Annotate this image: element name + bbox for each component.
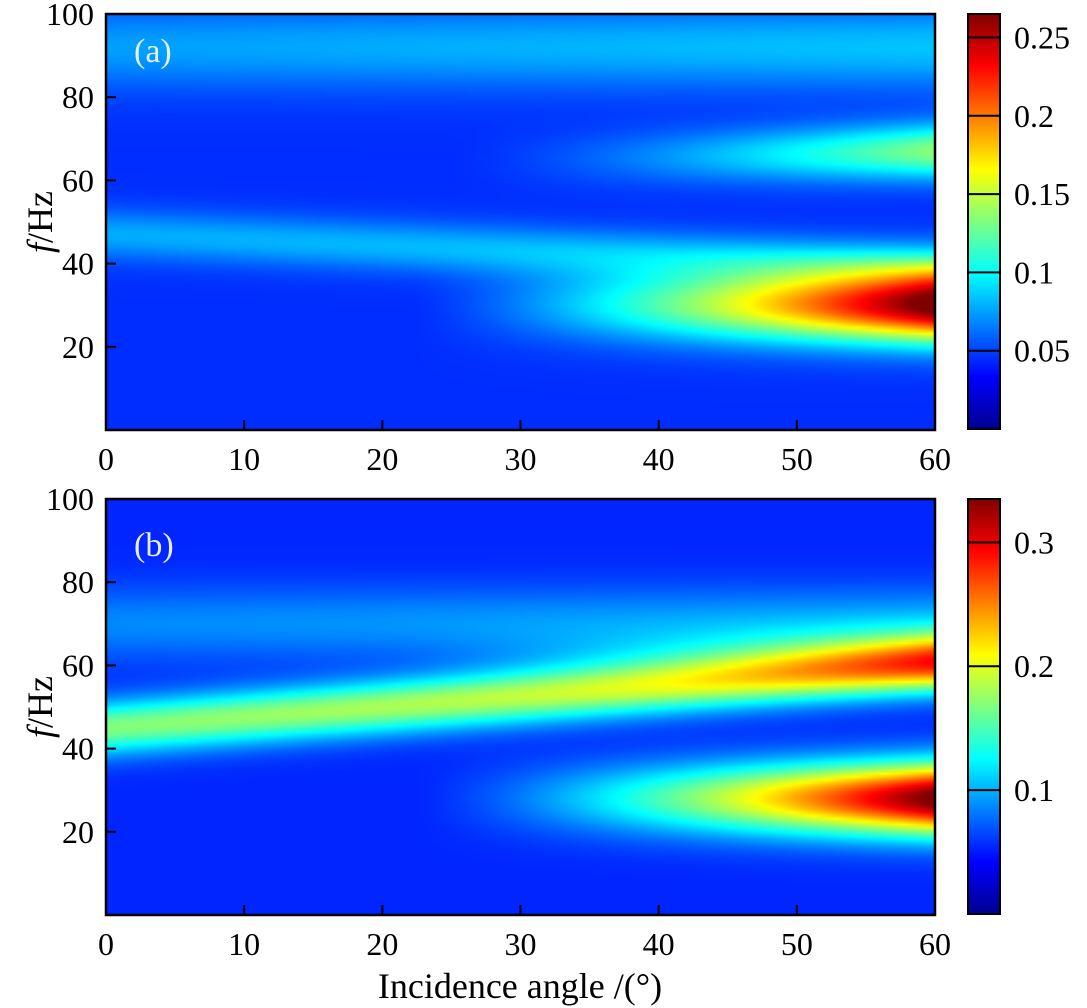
colorbar-tick-label: 0.25 [1014, 19, 1070, 55]
x-tick-label: 20 [366, 926, 398, 962]
heatmap-a [106, 14, 935, 430]
panel-label-b: (b) [134, 527, 174, 564]
x-tick-label: 20 [366, 441, 398, 477]
heatmap-b [106, 499, 935, 915]
y-tick-label: 60 [62, 647, 94, 683]
y-axis-title-b: f/Hz [20, 676, 60, 738]
colorbar-tick-label: 0.1 [1014, 772, 1054, 808]
x-tick-label: 40 [643, 441, 675, 477]
colorbar-tick-label: 0.2 [1014, 98, 1054, 134]
y-tick-label: 100 [46, 481, 94, 517]
x-tick-label: 50 [781, 926, 813, 962]
x-tick-label: 50 [781, 441, 813, 477]
colorbar-ticks-a: 0.05 0.1 0.15 0.2 0.25 [968, 19, 1070, 369]
y-tick-label: 40 [62, 731, 94, 767]
y-tick-label: 100 [46, 0, 94, 32]
y-axis-unit-b: /Hz [20, 676, 60, 728]
heatmap-image-b [106, 499, 935, 915]
x-tick-label: 0 [98, 441, 114, 477]
x-tick-label: 30 [505, 926, 537, 962]
colorbar-ticks-b: 0.1 0.2 0.3 [968, 524, 1054, 808]
y-tick-label: 60 [62, 162, 94, 198]
y-tick-label: 20 [62, 329, 94, 365]
colorbar-gradient-b [967, 498, 1001, 915]
y-tick-label: 80 [62, 564, 94, 600]
x-tick-label: 10 [228, 926, 260, 962]
y-axis-unit-a: /Hz [20, 191, 60, 243]
heatmap-image-a [106, 14, 935, 430]
colorbar-gradient-a [967, 13, 1001, 430]
y-axis-b: 20 40 60 80 100 [46, 481, 116, 850]
x-tick-label: 10 [228, 441, 260, 477]
y-axis-title-a: f/Hz [20, 191, 60, 253]
y-tick-label: 40 [62, 246, 94, 282]
x-tick-label: 60 [919, 441, 951, 477]
x-axis-a: 0 10 20 30 40 50 60 [98, 420, 951, 477]
y-tick-label: 20 [62, 814, 94, 850]
y-tick-label: 80 [62, 79, 94, 115]
colorbar-tick-label: 0.05 [1014, 333, 1070, 369]
x-tick-label: 40 [643, 926, 675, 962]
x-axis-title: Incidence angle /(°) [378, 966, 662, 1006]
colorbar-tick-label: 0.3 [1014, 524, 1054, 560]
colorbar-tick-label: 0.1 [1014, 254, 1054, 290]
x-tick-label: 60 [919, 926, 951, 962]
colorbar-b: 0.1 0.2 0.3 [967, 498, 1054, 915]
x-axis-b: 0 10 20 30 40 50 60 [98, 905, 951, 962]
x-tick-label: 30 [505, 441, 537, 477]
x-tick-label: 0 [98, 926, 114, 962]
panel-label-a: (a) [134, 33, 172, 70]
colorbar-tick-label: 0.15 [1014, 176, 1070, 212]
colorbar-tick-label: 0.2 [1014, 648, 1054, 684]
y-axis-a: 20 40 60 80 100 [46, 0, 116, 365]
colorbar-a: 0.05 0.1 0.15 0.2 0.25 [967, 13, 1070, 430]
